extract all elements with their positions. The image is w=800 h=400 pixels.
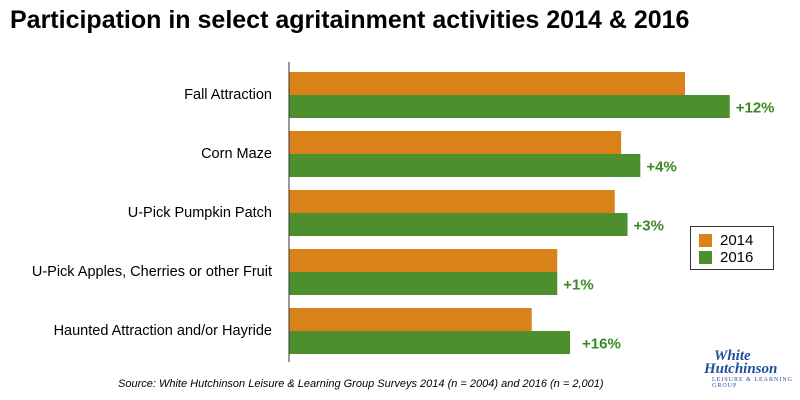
bars-group	[289, 72, 730, 354]
change-label: +1%	[563, 277, 593, 294]
change-labels: +12% +4% +3% +1% +16%	[563, 100, 774, 353]
legend-label-2014: 2014	[720, 231, 754, 249]
legend-item-2016: 2016	[699, 248, 754, 266]
logo-line-1: White	[714, 348, 751, 364]
logo-line-2: Hutchinson	[704, 361, 778, 377]
change-label: +16%	[582, 336, 621, 353]
bar-2014-0	[289, 72, 686, 95]
bar-2014-2	[289, 190, 615, 213]
bar-2016-1	[289, 154, 641, 177]
category-label: Fall Attraction	[184, 87, 272, 103]
change-label: +4%	[646, 159, 676, 176]
change-label: +12%	[736, 100, 775, 117]
legend-label-2016: 2016	[720, 248, 754, 266]
legend-swatch-2014	[699, 233, 712, 247]
bar-2016-0	[289, 95, 730, 118]
chart-title: Participation in select agritainment act…	[10, 6, 690, 34]
bar-2014-4	[289, 308, 532, 331]
bar-2014-1	[289, 131, 622, 154]
white-hutchinson-logo: White Hutchinson LEISURE & LEARNING GROU…	[704, 348, 794, 394]
bar-2016-4	[289, 331, 571, 354]
category-labels: Fall Attraction Corn Maze U-Pick Pumpkin P…	[32, 87, 272, 339]
legend: 2014 2016	[690, 226, 774, 270]
legend-item-2014: 2014	[699, 231, 754, 249]
logo-line-3: LEISURE & LEARNING GROUP	[712, 377, 793, 389]
category-label: Corn Maze	[201, 146, 272, 162]
legend-swatch-2016	[699, 250, 712, 264]
category-label: U-Pick Pumpkin Patch	[128, 205, 272, 221]
bar-2016-2	[289, 213, 628, 236]
bar-2014-3	[289, 249, 558, 272]
bar-2016-3	[289, 272, 558, 295]
change-label: +3%	[634, 218, 664, 235]
source-note: Source: White Hutchinson Leisure & Learn…	[118, 378, 604, 390]
category-label: Haunted Attraction and/or Hayride	[54, 323, 272, 339]
category-label: U-Pick Apples, Cherries or other Fruit	[32, 264, 272, 280]
